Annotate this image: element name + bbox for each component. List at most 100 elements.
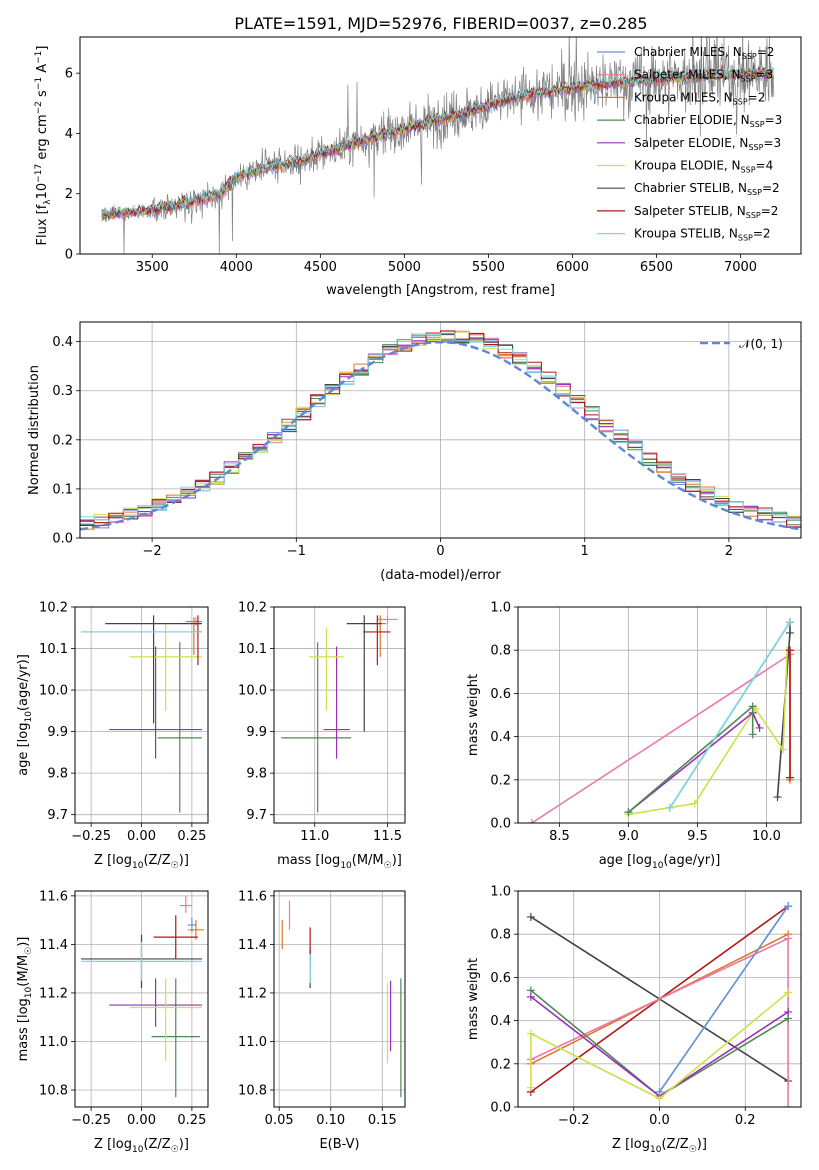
label-part: 10	[652, 861, 664, 871]
y-tick-label: 9.7	[246, 808, 267, 823]
y-tick-label: 0.0	[52, 532, 73, 547]
x-tick-label: 9.5	[687, 829, 708, 844]
spectrum-panel: 3500 4000 4500 5000 5500 6000 6500 7000 0 2 4 6 wave…	[34, 36, 802, 298]
weight-line	[627, 704, 754, 813]
label-part: Kroupa MILES, N	[634, 90, 733, 104]
y-tick-label: 9.8	[246, 767, 267, 782]
tick-marks: 11.0 11.5 9.7 9.8 9.9 10.0 10.1 10.2	[238, 601, 402, 845]
y-tick-label: 11.4	[238, 938, 267, 953]
y-tick-label: 10.1	[238, 642, 267, 657]
tick-marks: 8.5 9.0 9.5 10.0 0.0 0.2 0.4 0.6 0.8 1.0	[490, 601, 781, 845]
errorbar-point	[105, 615, 202, 724]
label-part: Chabrier ELODIE, N	[634, 113, 750, 127]
y-tick-label: 11.0	[39, 1035, 68, 1050]
errorbars	[81, 895, 204, 1098]
histogram-series	[80, 330, 801, 528]
y-tick-label: 10.8	[238, 1084, 267, 1099]
label-part: =3	[765, 113, 783, 127]
errorbar-point	[151, 978, 200, 1098]
label-part: =2	[762, 181, 780, 195]
y-tick-label: 2	[65, 187, 73, 202]
axes-frame	[74, 890, 209, 1108]
errorbar-point	[109, 978, 202, 1027]
x-tick-label: 8.5	[549, 829, 570, 844]
axes-frame	[273, 606, 406, 824]
tick-marks: −0.2 0.0 0.2 0.0 0.2 0.4 0.6 0.8 1.0	[490, 885, 755, 1129]
weight-line	[658, 905, 789, 1093]
errorbar-point	[308, 627, 344, 711]
plus-marker	[773, 793, 782, 802]
label-part: SSP	[741, 166, 756, 175]
y-tick-label: 10.1	[39, 642, 68, 657]
label-part: SSP	[733, 97, 748, 106]
label-part: 10	[650, 1145, 662, 1155]
label-part: SSP	[741, 75, 756, 84]
errorbar-point	[109, 646, 202, 759]
errorbar-point	[185, 617, 202, 655]
errorbar-point	[179, 895, 192, 913]
residual-histogram-panel: −2 −1 0 1 2 0.0 0.1 0.2 0.3 0.4 (data-model)/error…	[27, 321, 802, 583]
x-tick-label: 0.25	[177, 829, 206, 844]
grid-lines	[75, 891, 208, 1107]
x-tick-label: 2	[725, 544, 733, 559]
legend-entry: Salpeter STELIB, NSSP=2	[634, 204, 778, 220]
x-tick-label: 6000	[556, 260, 589, 275]
grid-lines	[80, 322, 801, 539]
y-tick-label: 0	[65, 248, 73, 263]
x-axis-label: (data-model)/error	[380, 568, 501, 583]
y-tick-label: 0.0	[490, 817, 511, 832]
errorbars	[281, 615, 398, 813]
plus-marker	[784, 1007, 793, 1016]
x-tick-label: −0.2	[558, 1113, 590, 1128]
label-part: (M/M	[16, 955, 31, 987]
label-part: (M/M	[352, 853, 384, 868]
label-part: )]	[16, 937, 31, 947]
axes-frame	[79, 36, 802, 255]
tick-marks: 3500 4000 4500 5000 5500 6000 6500 7000 0 2 4 6	[65, 67, 757, 275]
x-tick-label: −2	[143, 544, 162, 559]
label-part: Kroupa ELODIE, N	[634, 159, 741, 173]
plus-marker	[748, 730, 757, 739]
axes-frame	[517, 890, 802, 1108]
legend-entry: Salpeter MILES, NSSP=3	[634, 68, 773, 84]
label-part: =2	[757, 45, 775, 59]
y-tick-label: 11.2	[39, 986, 68, 1001]
plus-marker	[785, 646, 794, 655]
label-part: erg cm	[35, 114, 50, 163]
y-axis-label: Flux [fλ10−17 erg cm−2 s−1 A−1]	[34, 46, 53, 246]
label-part: =2	[761, 204, 779, 218]
label-part: ]	[35, 46, 50, 51]
label-part: SSP	[748, 143, 763, 152]
weight-line	[669, 621, 791, 809]
y-tick-label: 0.2	[490, 1057, 511, 1072]
errorbar-point	[157, 642, 202, 813]
plus-marker	[755, 723, 764, 732]
label-part: =4	[756, 159, 774, 173]
mass-vs-ebv-panel: 0.05 0.10 0.15 10.8 11.0 11.2 11.4 11.6 E(B-V)	[238, 889, 406, 1152]
x-axis-label: wavelength [Angstrom, rest frame]	[326, 283, 555, 298]
label-part: SSP	[746, 211, 761, 220]
label-part: (age/yr)]	[16, 654, 31, 711]
weight-line	[627, 711, 761, 813]
x-tick-label: 6500	[640, 260, 673, 275]
label-part: 10	[132, 861, 144, 871]
axes-frame	[74, 606, 209, 824]
y-tick-label: 4	[65, 127, 73, 142]
y-tick-label: 0.4	[490, 1014, 511, 1029]
spectrum-lines	[101, 37, 775, 254]
plus-marker	[527, 819, 536, 823]
x-tick-label: −1	[287, 544, 306, 559]
legend-entry: Chabrier STELIB, NSSP=2	[634, 181, 780, 197]
y-tick-label: 0.0	[490, 1101, 511, 1116]
x-tick-label: 0	[436, 544, 444, 559]
figure-title: PLATE=1591, MJD=52976, FIBERID=0037, z=0…	[234, 14, 647, 33]
y-tick-label: 11.6	[238, 889, 267, 904]
plus-marker	[526, 992, 535, 1001]
y-tick-label: 0.8	[490, 644, 511, 659]
grid-lines	[518, 606, 801, 824]
label-part: =2	[748, 90, 766, 104]
y-tick-label: 9.9	[47, 725, 68, 740]
histogram-series	[80, 332, 801, 522]
x-tick-label: 0.05	[265, 1113, 294, 1128]
